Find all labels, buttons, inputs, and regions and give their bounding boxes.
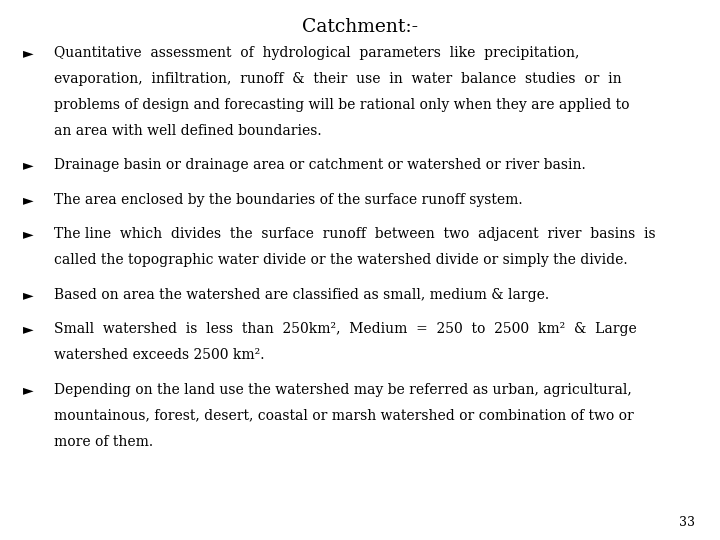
Text: ►: ► [23, 322, 34, 336]
Text: ►: ► [23, 383, 34, 397]
Text: an area with well defined boundaries.: an area with well defined boundaries. [54, 124, 322, 138]
Text: Small  watershed  is  less  than  250km²,  Medium  =  250  to  2500  km²  &  Lar: Small watershed is less than 250km², Med… [54, 322, 636, 336]
Text: ►: ► [23, 158, 34, 172]
Text: ►: ► [23, 193, 34, 207]
Text: ►: ► [23, 227, 34, 241]
Text: called the topographic water divide or the watershed divide or simply the divide: called the topographic water divide or t… [54, 253, 628, 267]
Text: watershed exceeds 2500 km².: watershed exceeds 2500 km². [54, 348, 264, 362]
Text: mountainous, forest, desert, coastal or marsh watershed or combination of two or: mountainous, forest, desert, coastal or … [54, 409, 634, 423]
Text: 33: 33 [679, 516, 695, 529]
Text: Drainage basin or drainage area or catchment or watershed or river basin.: Drainage basin or drainage area or catch… [54, 158, 586, 172]
Text: ►: ► [23, 46, 34, 60]
Text: Based on area the watershed are classified as small, medium & large.: Based on area the watershed are classifi… [54, 288, 549, 302]
Text: The area enclosed by the boundaries of the surface runoff system.: The area enclosed by the boundaries of t… [54, 193, 523, 207]
Text: ►: ► [23, 288, 34, 302]
Text: problems of design and forecasting will be rational only when they are applied t: problems of design and forecasting will … [54, 98, 629, 112]
Text: The line  which  divides  the  surface  runoff  between  two  adjacent  river  b: The line which divides the surface runof… [54, 227, 656, 241]
Text: Catchment:-: Catchment:- [302, 18, 418, 36]
Text: evaporation,  infiltration,  runoff  &  their  use  in  water  balance  studies : evaporation, infiltration, runoff & thei… [54, 72, 621, 86]
Text: more of them.: more of them. [54, 435, 153, 449]
Text: Quantitative  assessment  of  hydrological  parameters  like  precipitation,: Quantitative assessment of hydrological … [54, 46, 580, 60]
Text: Depending on the land use the watershed may be referred as urban, agricultural,: Depending on the land use the watershed … [54, 383, 631, 397]
